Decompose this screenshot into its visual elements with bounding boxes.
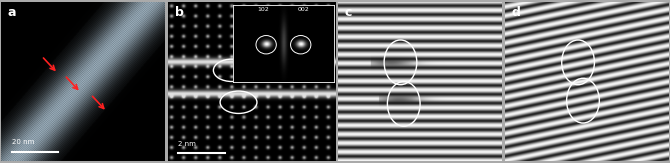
- Text: d: d: [511, 6, 520, 19]
- Text: 2 nm: 2 nm: [178, 141, 196, 147]
- Text: c: c: [345, 6, 352, 19]
- Text: b: b: [175, 6, 184, 19]
- Text: 002: 002: [298, 7, 310, 12]
- Text: a: a: [7, 6, 15, 19]
- Text: 20 nm: 20 nm: [12, 139, 34, 145]
- Text: 102: 102: [257, 7, 269, 12]
